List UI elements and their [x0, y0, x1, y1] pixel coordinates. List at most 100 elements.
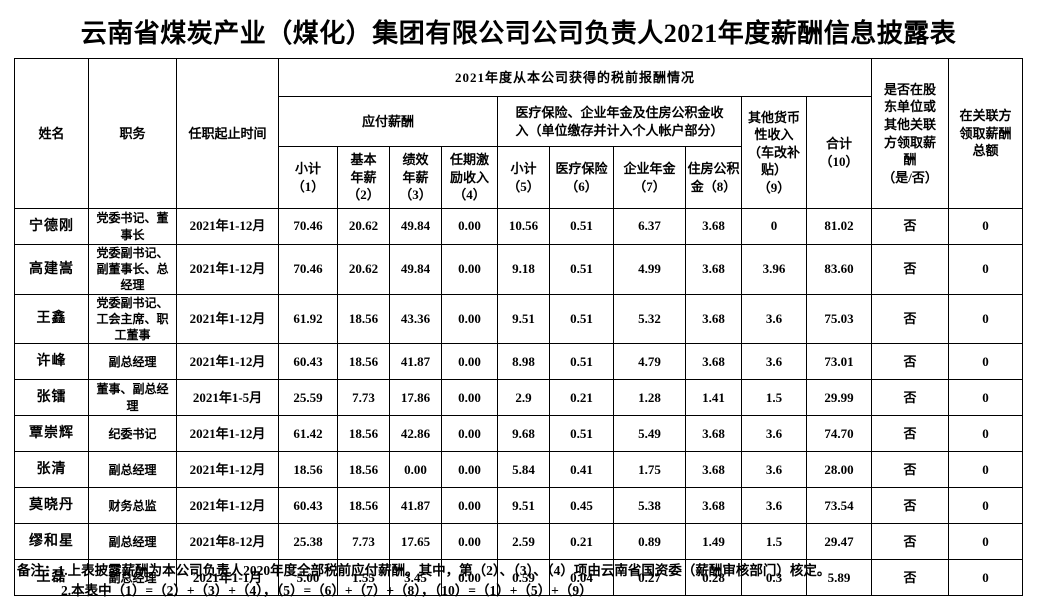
col-header-performance-salary-3: 绩效 年薪 （3） [389, 146, 442, 209]
cell-tenure: 2021年1-5月 [176, 379, 279, 417]
cell-base-salary-2: 18.56 [337, 487, 390, 525]
cell-related-party-flag: 否 [871, 415, 950, 453]
cell-related-party-flag: 否 [871, 487, 950, 525]
cell-total-10: 5.89 [805, 559, 873, 597]
cell-tenure: 2021年1-12月 [176, 293, 279, 345]
cell-other-income-9: 1.5 [741, 379, 807, 417]
cell-other-income-9: 3.6 [741, 451, 807, 489]
cell-position: 副总经理 [88, 523, 177, 561]
group-header-insurance-annuity-housing: 医疗保险、企业年金及住房公积金收 入（单位缴存并计入个人帐户部分） [497, 96, 742, 147]
cell-subtotal-1: 18.56 [278, 451, 338, 489]
table-row: 宁德刚 党委书记、董事长 2021年1-12月 70.46 20.62 49.84 0.00… [14, 208, 1024, 245]
cell-tenure-incentive-4: 0.00 [441, 379, 498, 417]
cell-tenure: 2021年1-12月 [176, 208, 279, 245]
cell-position: 党委副书记、副董事长、总经理 [88, 244, 177, 295]
cell-medical-insurance-6: 0.51 [549, 415, 614, 453]
cell-related-party-flag: 否 [871, 379, 950, 417]
cell-base-salary-2: 7.73 [337, 523, 390, 561]
cell-name: 莫晓丹 [14, 487, 89, 525]
cell-name: 张清 [14, 451, 89, 489]
cell-related-party-amount: 0 [948, 523, 1024, 561]
cell-related-party-amount: 0 [948, 343, 1024, 381]
cell-performance-salary-3: 49.84 [389, 208, 442, 245]
cell-enterprise-annuity-7: 5.32 [613, 293, 686, 345]
cell-enterprise-annuity-7: 1.75 [613, 451, 686, 489]
table-row: 许峰 副总经理 2021年1-12月 60.43 18.56 41.87 0.00 8.98 0… [14, 343, 1024, 381]
cell-performance-salary-3: 49.84 [389, 244, 442, 295]
cell-performance-salary-3: 17.86 [389, 379, 442, 417]
cell-performance-salary-3: 41.87 [389, 343, 442, 381]
cell-other-income-9: 0 [741, 208, 807, 245]
cell-base-salary-2: 18.56 [337, 293, 390, 345]
col-header-enterprise-annuity-7: 企业年金 （7） [613, 146, 686, 209]
cell-subtotal-1: 61.92 [278, 293, 338, 345]
cell-total-10: 28.00 [805, 451, 873, 489]
cell-total-10: 83.60 [805, 244, 873, 295]
cell-position: 副总经理 [88, 559, 177, 597]
cell-total-10: 73.54 [805, 487, 873, 525]
cell-name: 覃崇辉 [14, 415, 89, 453]
cell-related-party-amount: 0 [948, 487, 1024, 525]
cell-related-party-amount: 0 [948, 451, 1024, 489]
col-header-housing-fund-8: 住房公积 金（8） [685, 146, 742, 209]
footnote-2: 2.本表中（1）=（2）+（3）+（4），（5）=（6）+（7）+（8），（10… [61, 583, 593, 598]
cell-enterprise-annuity-7: 5.49 [613, 415, 686, 453]
table-row: 高建嵩 党委副书记、副董事长、总经理 2021年1-12月 70.46 20.62 49.… [14, 244, 1024, 295]
cell-other-income-9: 0.3 [741, 559, 807, 597]
cell-other-income-9: 3.6 [741, 293, 807, 345]
cell-related-party-amount: 0 [948, 208, 1024, 245]
cell-other-income-9: 3.6 [741, 343, 807, 381]
cell-subtotal-5: 2.9 [497, 379, 550, 417]
col-header-name: 姓名 [14, 58, 89, 209]
cell-related-party-flag: 否 [871, 208, 950, 245]
table-row: 张清 副总经理 2021年1-12月 18.56 18.56 0.00 0.00 5.84 0.… [14, 451, 1024, 489]
cell-base-salary-2: 18.56 [337, 343, 390, 381]
cell-tenure-incentive-4: 0.00 [441, 487, 498, 525]
cell-total-10: 74.70 [805, 415, 873, 453]
cell-name: 许峰 [14, 343, 89, 381]
col-header-position: 职务 [88, 58, 177, 209]
cell-related-party-flag: 否 [871, 451, 950, 489]
cell-subtotal-5: 10.56 [497, 208, 550, 245]
table-header: 姓名 职务 任职起止时间 2021年度从本公司获得的税前报酬情况 是否在股 东单… [14, 58, 1024, 209]
cell-enterprise-annuity-7: 4.99 [613, 244, 686, 295]
cell-tenure-incentive-4: 0.00 [441, 343, 498, 381]
cell-tenure: 2021年8-12月 [176, 523, 279, 561]
cell-medical-insurance-6: 0.21 [549, 523, 614, 561]
table-row: 王鑫 党委副书记、工会主席、职工董事 2021年1-12月 61.92 18.56 43.… [14, 293, 1024, 345]
cell-related-party-flag: 否 [871, 293, 950, 345]
cell-related-party-flag: 否 [871, 559, 950, 597]
cell-subtotal-5: 0.59 [497, 559, 550, 597]
col-header-tenure-incentive-4: 任期激 励收入 （4） [441, 146, 498, 209]
cell-medical-insurance-6: 0.04 [549, 559, 614, 597]
cell-other-income-9: 3.6 [741, 487, 807, 525]
group-header-payable-salary: 应付薪酬 [278, 96, 498, 147]
cell-enterprise-annuity-7: 6.37 [613, 208, 686, 245]
cell-position: 党委书记、董事长 [88, 208, 177, 245]
cell-base-salary-2: 18.56 [337, 451, 390, 489]
cell-housing-fund-8: 3.68 [685, 293, 742, 345]
cell-related-party-flag: 否 [871, 343, 950, 381]
cell-subtotal-5: 9.18 [497, 244, 550, 295]
cell-position: 纪委书记 [88, 415, 177, 453]
cell-total-10: 29.47 [805, 523, 873, 561]
page-title: 云南省煤炭产业（煤化）集团有限公司公司负责人2021年度薪酬信息披露表 [80, 19, 957, 48]
cell-position: 党委副书记、工会主席、职工董事 [88, 293, 177, 345]
cell-base-salary-2: 7.73 [337, 379, 390, 417]
cell-subtotal-5: 8.98 [497, 343, 550, 381]
cell-subtotal-1: 61.42 [278, 415, 338, 453]
cell-enterprise-annuity-7: 5.38 [613, 487, 686, 525]
cell-position: 副总经理 [88, 343, 177, 381]
col-header-medical-insurance-6: 医疗保险 （6） [549, 146, 614, 209]
col-header-other-monetary-income: 其他货币 性收入 （车改补 贴） （9） [741, 96, 807, 209]
cell-subtotal-5: 9.51 [497, 293, 550, 345]
col-header-related-party-amount: 在关联方 领取薪酬 总额 [948, 58, 1024, 209]
cell-tenure-incentive-4: 0.00 [441, 451, 498, 489]
col-header-tenure: 任职起止时间 [176, 58, 279, 209]
cell-tenure: 2021年1-12月 [176, 451, 279, 489]
cell-performance-salary-3: 43.36 [389, 293, 442, 345]
cell-position: 副总经理 [88, 451, 177, 489]
cell-tenure-incentive-4: 0.00 [441, 415, 498, 453]
col-header-base-salary-2: 基本 年薪 （2） [337, 146, 390, 209]
cell-tenure: 2021年1-12月 [176, 415, 279, 453]
